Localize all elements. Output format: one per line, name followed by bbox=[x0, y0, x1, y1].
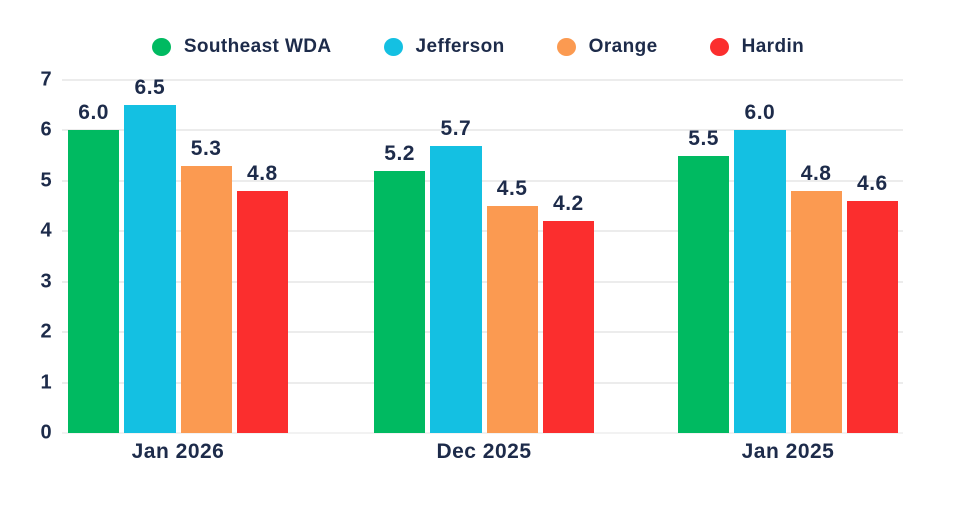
legend-item-jefferson: Jefferson bbox=[383, 36, 505, 58]
bar-value-label: 5.5 bbox=[688, 126, 719, 150]
y-axis-tick-label: 3 bbox=[40, 270, 52, 293]
legend-label: Orange bbox=[588, 36, 658, 57]
bar-hardin: 4.8 bbox=[236, 162, 288, 433]
bar-group-dec-2025: 5.2 5.7 4.5 4.2 bbox=[374, 80, 594, 433]
bar-hardin: 4.2 bbox=[542, 192, 594, 433]
legend-item-southeast-wda: Southeast WDA bbox=[151, 36, 332, 58]
bar-group-jan-2025: 5.5 6.0 4.8 4.6 bbox=[678, 80, 898, 433]
bar-orange: 4.8 bbox=[790, 162, 842, 433]
legend-dot-icon bbox=[151, 38, 171, 56]
bar-group-jan-2026: 6.0 6.5 5.3 4.8 bbox=[68, 76, 288, 433]
legend: Southeast WDA Jefferson Orange Hardin bbox=[0, 30, 956, 64]
legend-item-hardin: Hardin bbox=[709, 36, 805, 58]
bar-value-label: 4.6 bbox=[857, 172, 888, 196]
bar-value-label: 5.2 bbox=[384, 141, 415, 165]
bar-value-label: 4.8 bbox=[800, 161, 832, 185]
x-axis-category-label: Jan 2026 bbox=[131, 440, 225, 463]
legend-label: Hardin bbox=[741, 36, 805, 57]
y-axis-tick-label: 5 bbox=[40, 169, 52, 192]
y-axis-tick-label: 4 bbox=[40, 219, 52, 242]
bar-value-label: 5.7 bbox=[440, 116, 472, 140]
gridline bbox=[62, 230, 903, 233]
bar-hardin: 4.6 bbox=[846, 172, 898, 433]
legend-item-orange: Orange bbox=[556, 36, 658, 58]
y-axis-tick-label: 0 bbox=[40, 421, 52, 444]
bar-value-label: 6.0 bbox=[78, 101, 109, 125]
bar-value-label: 4.2 bbox=[553, 192, 584, 216]
plot-area: 6.0 6.5 5.3 4.8 5.2 5.7 4.5 4.2 5.5 6.0 4.8 4.6 bbox=[62, 76, 903, 434]
x-axis-category-label: Jan 2025 bbox=[741, 440, 835, 463]
bar-southeast-wda: 5.5 bbox=[678, 127, 730, 433]
legend-label: Jefferson bbox=[415, 36, 505, 57]
bar-orange: 5.3 bbox=[180, 137, 232, 433]
x-axis: Jan 2026 Dec 2025 Jan 2025 bbox=[62, 440, 903, 470]
legend-dot-icon bbox=[556, 38, 576, 56]
gridline bbox=[62, 280, 903, 283]
bar-value-label: 6.0 bbox=[744, 101, 776, 125]
bar-orange: 4.5 bbox=[486, 177, 538, 433]
bar-value-label: 4.8 bbox=[247, 161, 278, 185]
bar-southeast-wda: 5.2 bbox=[374, 142, 426, 433]
y-axis-tick-label: 6 bbox=[40, 118, 52, 141]
gridline bbox=[62, 381, 903, 384]
gridline bbox=[62, 129, 903, 132]
y-axis: 0 1 2 3 4 5 6 7 bbox=[0, 69, 52, 444]
y-axis-tick-label: 7 bbox=[40, 68, 52, 91]
gridline bbox=[62, 331, 903, 334]
y-axis-tick-label: 1 bbox=[40, 371, 52, 394]
gridline bbox=[62, 179, 903, 182]
bar-jefferson: 5.7 bbox=[430, 117, 482, 433]
y-axis-tick-label: 2 bbox=[40, 320, 52, 343]
bar-jefferson: 6.0 bbox=[734, 101, 786, 433]
bar-value-label: 5.3 bbox=[190, 136, 222, 160]
bar-southeast-wda: 6.0 bbox=[68, 101, 120, 433]
bar-value-label: 4.5 bbox=[496, 177, 528, 201]
legend-label: Southeast WDA bbox=[183, 36, 332, 57]
legend-dot-icon bbox=[709, 38, 729, 56]
bar-jefferson: 6.5 bbox=[124, 76, 176, 433]
bar-value-label: 6.5 bbox=[134, 76, 166, 100]
legend-dot-icon bbox=[383, 38, 403, 56]
gridline bbox=[62, 79, 903, 81]
gridline bbox=[62, 432, 903, 434]
x-axis-category-label: Dec 2025 bbox=[436, 440, 532, 463]
